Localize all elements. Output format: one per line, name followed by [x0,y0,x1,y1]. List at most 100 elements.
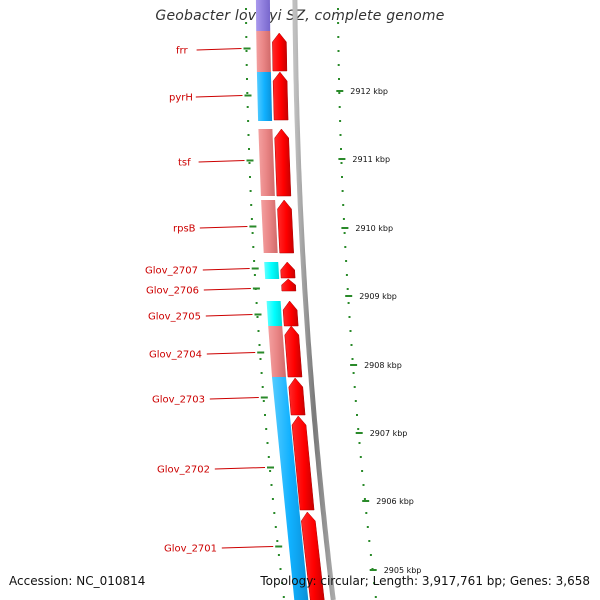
outer-tick-dot [337,50,340,52]
inner-tick-dot [248,148,250,150]
outer-tick-dot [340,162,343,164]
inner-tick-dot [252,246,255,248]
gene-tick [249,225,257,228]
gene-leader-line [203,288,251,291]
outer-tick-dot [359,456,362,458]
outer-tick-dot [337,22,340,24]
kbp-label: 2907 kbp [370,429,408,438]
inner-tick-dot [245,64,248,66]
outer-tick-dot [339,134,342,136]
reverse-strand-block-glov-2707 [264,262,280,279]
inner-tick-dot [250,204,253,206]
outer-tick-dot [345,274,348,276]
inner-tick-dot [260,372,263,374]
gene-label: tsf [178,158,191,169]
gene-leader-line [221,546,274,549]
reverse-strand-block-tsf [258,129,275,196]
inner-tick-dot [245,22,248,24]
inner-tick-dot [273,512,276,514]
gene-leader-line [195,95,243,98]
gene-leader-line [209,397,259,400]
kbp-label: 2905 kbp [384,566,422,575]
inner-tick-dot [271,498,274,500]
kbp-tick [338,158,346,160]
inner-tick-dot [264,414,266,416]
inner-tick-dot [250,218,253,220]
kbp-tick [369,569,377,571]
gene-label: rpsB [173,224,196,235]
outer-tick-dot [357,428,360,430]
gene-label: Glov_2705 [148,312,201,323]
inner-tick-dot [248,162,251,164]
outer-tick-dot [368,540,371,542]
cds-arrow-glov-2705 [282,300,299,327]
outer-tick-dot [338,106,341,108]
inner-tick-dot [276,540,279,542]
outer-tick-dot [352,372,355,374]
outer-tick-dot [340,148,342,150]
outer-tick-dot [337,64,340,66]
outer-tick-dot [353,386,356,388]
outer-tick-dot [339,120,342,122]
gene-leader-line [202,268,250,271]
accession-label: Accession: NC_010814 [9,574,146,588]
inner-tick-dot [246,92,249,94]
gene-label: Glov_2701 [164,544,217,555]
inner-tick-dot [265,428,268,430]
reverse-strand-block-glov-2704 [268,326,286,377]
cds-arrow-pyrh [272,71,289,121]
outer-tick-dot [358,442,361,444]
cds-arrow-rpsb [277,199,294,254]
inner-tick-dot [247,120,250,122]
gene-label: Glov_2702 [157,465,210,476]
gene-label: pyrH [169,93,193,104]
outer-tick-dot [350,344,353,346]
cds-arrow-frr [272,32,288,72]
outer-tick-dot [363,498,366,500]
inner-tick-dot [270,484,273,486]
backbone-ring [292,0,336,600]
reverse-strand-block-pyrh [256,72,273,121]
outer-tick-dot [354,400,357,402]
gene-tick [244,94,252,97]
outer-tick-dot [338,92,341,94]
gene-tick [251,267,259,270]
reverse-strand-block-frr [256,31,271,72]
outer-tick-dot [365,512,368,514]
outer-tick-dot [361,470,364,472]
inner-tick-dot [281,582,284,584]
outer-tick-dot [346,288,349,290]
kbp-tick [341,227,349,229]
kbp-tick [362,500,370,502]
inner-tick-dot [266,442,269,444]
inner-tick-dot [257,330,260,332]
outer-tick-dot [369,554,372,556]
outer-tick-dot [342,218,345,220]
inner-tick-dot [246,78,248,80]
gene-tick [275,545,283,548]
cds-arrow-tsf [274,128,292,197]
reverse-strand-block-glov-2705 [266,301,283,326]
inner-tick-dot [267,456,270,458]
reverse-strand-block-glov-2703 [272,377,309,600]
outer-tick-dot [337,8,339,10]
inner-tick-dot [255,302,258,304]
inner-tick-dot [274,526,277,528]
reverse-strand-block-rpsb [261,200,278,253]
gene-tick [260,396,268,399]
inner-tick-dot [279,568,282,570]
outer-tick-dot [366,526,369,528]
inner-tick-dot [269,470,272,472]
kbp-label: 2906 kbp [376,497,414,506]
gene-leader-line [198,160,245,163]
outer-tick-dot [373,582,376,584]
inner-tick-dot [245,36,248,38]
gene-tick [254,313,262,316]
outer-tick-dot [342,204,345,206]
cds-arrow-glov-2702 [291,415,315,511]
gene-leader-line [214,467,266,470]
inner-tick-dot [249,190,252,192]
map-title: Geobacter lovleyi SZ, complete genome [155,8,445,24]
cds-arrow-glov-2701 [301,511,325,600]
